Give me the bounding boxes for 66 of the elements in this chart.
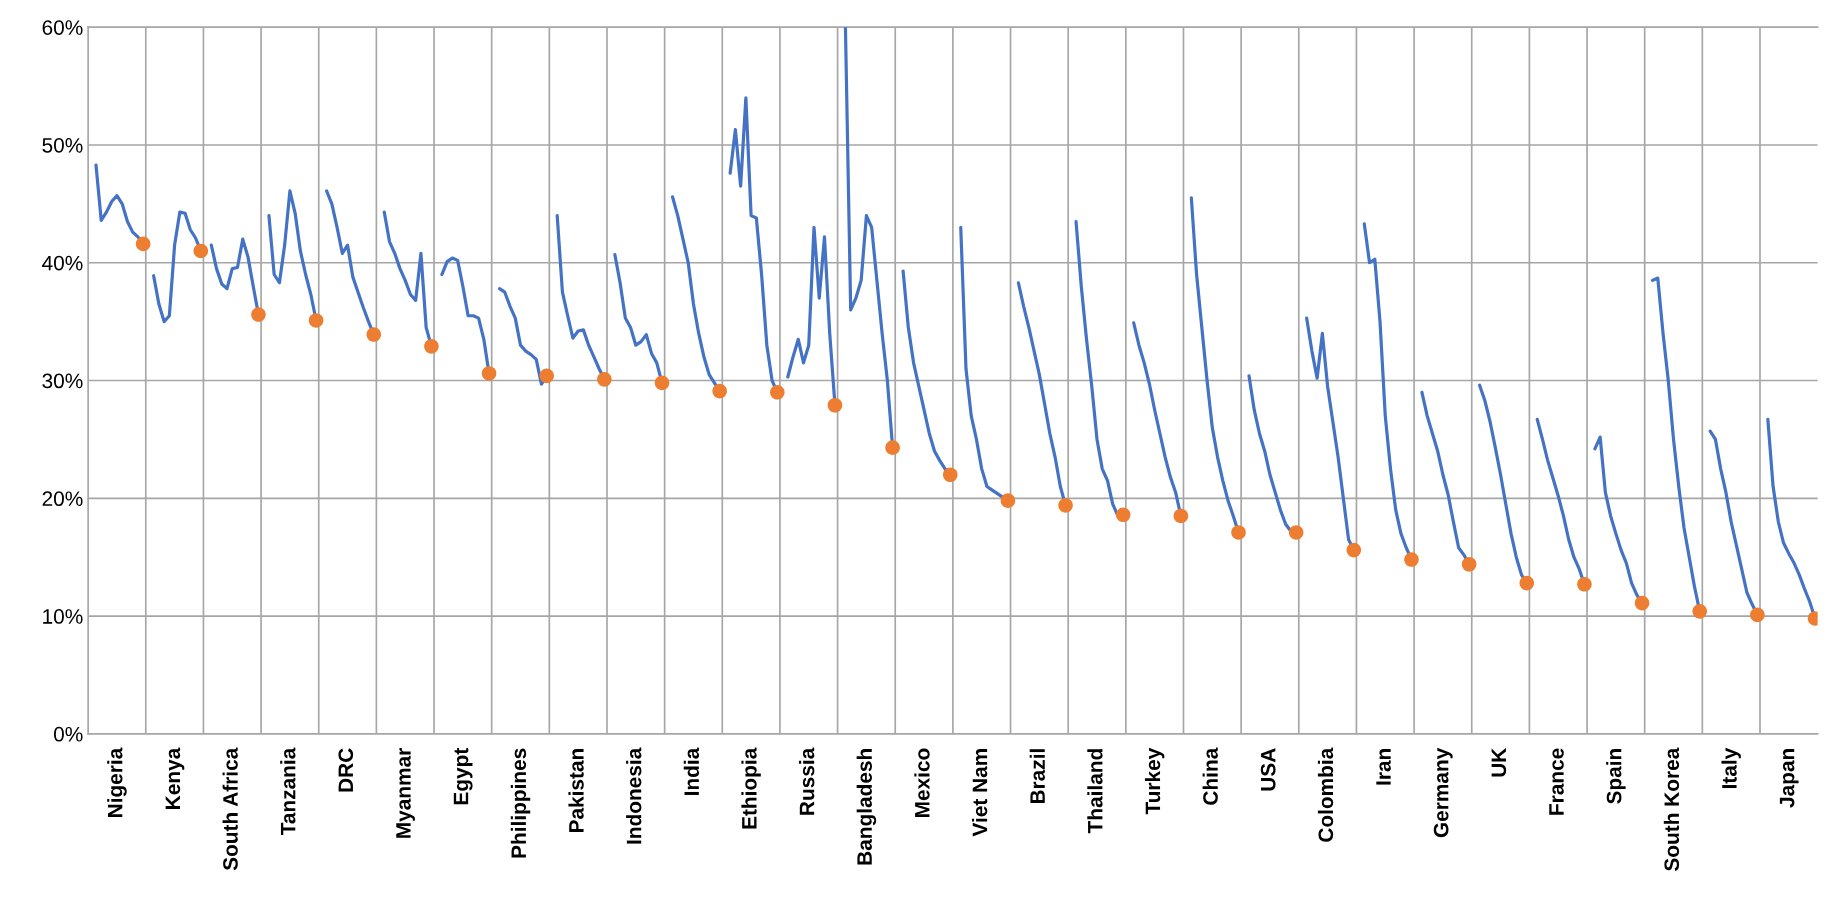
x-tick-label: Japan [1779,749,1799,808]
x-tick-label: Egypt [453,748,473,805]
y-tick-label: 10% [43,609,83,624]
point [1692,604,1708,619]
x-tick-label: Kenya [165,747,185,809]
x-tick-label: India [683,747,700,795]
x-tick-label: France [1549,748,1564,815]
x-tick-label: DRC [338,748,354,792]
y-tick-label: 30% [42,373,83,389]
point [1288,525,1304,540]
x-tick-label: Bangladesh [856,749,877,865]
point [481,366,497,381]
point [885,440,900,455]
point [193,243,209,259]
x-tick-label: Thailand [1087,749,1103,834]
x-tick-label: Iran [1376,749,1391,785]
point [942,467,958,483]
point [770,385,785,400]
point [1058,498,1073,513]
point [1231,525,1246,540]
x-tick-label: Mexico [914,748,930,817]
x-tick-label: Germany [1433,747,1453,838]
y-tick-label: 50% [42,137,83,153]
x-tick-label: Viet Nam [972,749,988,837]
point [1750,607,1765,623]
point [1115,507,1131,523]
point [1519,575,1535,591]
point [308,313,324,328]
x-tick-label: Tanzania [280,747,296,836]
y-tick-label: 0% [53,726,83,742]
point [1461,556,1477,572]
y-tick-label: 60% [42,20,83,35]
x-tick-label: USA [1260,748,1276,791]
x-tick-label: Myanmar [396,748,415,838]
x-tick-label: Ethiopia [741,747,761,829]
point [1000,493,1016,508]
y-tick-label: 20% [42,491,83,507]
point [712,383,727,399]
x-tick-label: Turkey [1144,747,1165,815]
x-tick-label: South Korea [1663,747,1680,871]
point [597,372,612,387]
point [827,397,843,413]
x-tick-label: Italy [1721,747,1741,789]
point [1404,552,1419,567]
point [251,307,266,322]
x-tick-label: Indonesia [626,747,642,844]
x-tick-label: Brazil [1029,749,1045,804]
x-tick-label: Philippines [510,748,531,858]
x-tick-label: Russia [799,747,815,815]
point [1634,595,1650,611]
point [654,375,670,391]
point [1346,542,1362,558]
x-tick-label: China [1202,747,1218,805]
x-tick-label: Nigeria [107,747,127,817]
x-tick-label: UK [1491,747,1507,777]
point [135,236,151,252]
y-tick-label: 40% [42,255,83,271]
point [1577,577,1592,592]
point [539,368,554,384]
x-tick-label: Pakistan [568,749,584,833]
point [366,327,382,342]
x-tick-label: Colombia [1317,747,1334,842]
point [424,339,439,354]
x-tick-label: South Africa [222,747,238,871]
point [1173,508,1189,524]
x-tick-label: Spain [1606,749,1626,804]
